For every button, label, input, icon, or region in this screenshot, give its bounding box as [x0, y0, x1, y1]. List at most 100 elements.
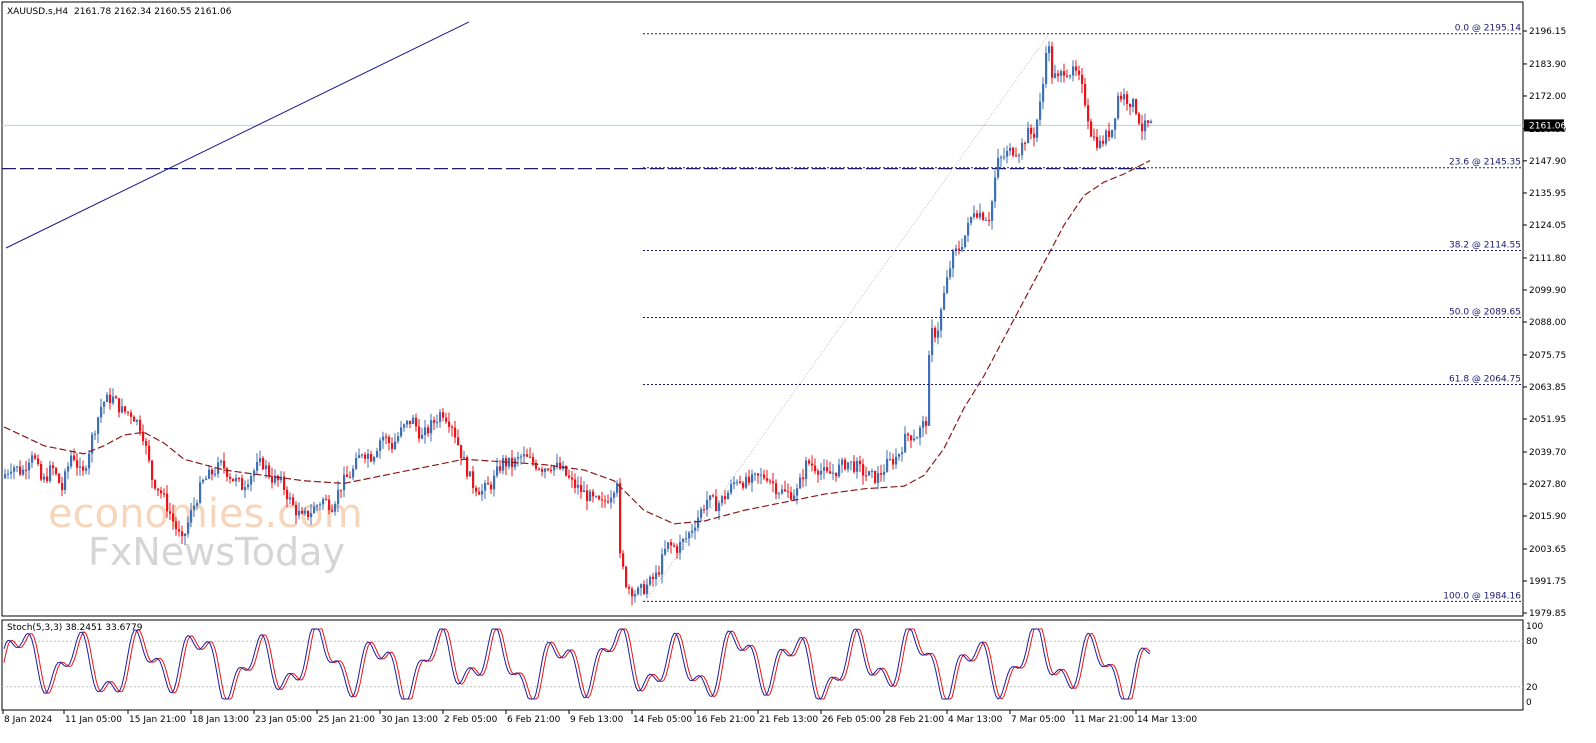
candle [850, 461, 853, 471]
x-tick-label: 26 Feb 05:00 [822, 715, 881, 725]
candle [781, 484, 784, 496]
candle [1015, 147, 1018, 158]
candle [742, 480, 745, 491]
candle [409, 420, 412, 429]
candle [1006, 145, 1009, 164]
candle [1129, 103, 1132, 116]
candle [382, 431, 385, 449]
candle [463, 450, 466, 459]
candle [646, 578, 649, 598]
x-tick-label: 16 Feb 21:00 [696, 715, 755, 725]
stoch-main-line [3, 628, 1151, 700]
candle [661, 548, 664, 584]
x-tick-label: 2 Feb 05:00 [444, 715, 498, 725]
candle [712, 493, 715, 498]
candle [1054, 64, 1057, 79]
candle [823, 459, 826, 480]
candle [1060, 69, 1063, 83]
candle [292, 493, 295, 506]
candle [538, 467, 541, 471]
x-tick-label: 30 Jan 13:00 [381, 715, 438, 725]
candle [985, 216, 988, 221]
candle [397, 432, 400, 444]
candle [1030, 124, 1033, 140]
candle [289, 492, 292, 505]
candle [451, 424, 454, 437]
candle [916, 435, 919, 439]
stoch-label: Stoch(5,3,3) 38.2451 33.6779 [7, 623, 143, 633]
candle [787, 483, 790, 498]
candle [229, 473, 232, 484]
candle [778, 491, 781, 499]
candle [460, 444, 463, 466]
candle [418, 419, 421, 443]
candle [520, 453, 523, 465]
stoch-plot-frame [1, 619, 1524, 711]
candle [94, 430, 97, 441]
candle [547, 467, 550, 472]
candle [946, 269, 949, 295]
candle [634, 590, 637, 603]
candle [856, 457, 859, 479]
candle [790, 486, 793, 501]
symbol-label: XAUUSD.s,H4 2161.78 2162.34 2160.55 2161.… [7, 7, 232, 17]
candle [544, 467, 547, 479]
candle [991, 199, 994, 230]
candle [76, 452, 79, 476]
candle [667, 541, 670, 553]
candle [1132, 97, 1135, 113]
candle [19, 460, 22, 477]
candle [184, 533, 187, 546]
candle [304, 507, 307, 516]
candle [682, 537, 685, 551]
candle [886, 449, 889, 473]
candle [604, 495, 607, 508]
candle [640, 583, 643, 596]
candle [724, 490, 727, 505]
x-tick-label: 18 Jan 13:00 [192, 715, 249, 725]
candle [391, 437, 394, 454]
candle [106, 392, 109, 403]
candle [793, 489, 796, 501]
candle [1048, 41, 1051, 62]
stoch-level-label: 80 [1526, 637, 1538, 647]
candle [1111, 129, 1114, 139]
candle [64, 468, 67, 495]
candle [784, 480, 787, 493]
candle [313, 501, 316, 514]
candle [994, 170, 997, 209]
candle [904, 426, 907, 453]
candle [937, 322, 940, 345]
x-tick-label: 23 Jan 05:00 [255, 715, 312, 725]
candle [40, 460, 43, 482]
candle [1087, 98, 1090, 130]
candle [124, 405, 127, 415]
candle [931, 319, 934, 363]
candle [298, 502, 301, 520]
candle [529, 447, 532, 459]
candle [883, 464, 886, 482]
candle [796, 483, 799, 505]
candle [1039, 92, 1042, 126]
y-tick-label: 2015.90 [1529, 512, 1566, 522]
candle [964, 235, 967, 249]
candle [550, 464, 553, 474]
candle [970, 216, 973, 226]
y-tick-label: 2075.75 [1529, 351, 1566, 361]
candle [79, 457, 82, 476]
candle [943, 286, 946, 311]
candle [1018, 153, 1021, 164]
candle [841, 457, 844, 474]
candle [307, 510, 310, 521]
candle [739, 475, 742, 485]
candle [85, 465, 88, 475]
candle [691, 523, 694, 538]
candle [625, 565, 628, 589]
candle [490, 481, 493, 494]
candle [1027, 121, 1030, 144]
candle [46, 467, 49, 484]
fib-level-label: 100.0 @ 1984.16 [1443, 591, 1521, 601]
stoch-signal-line [3, 628, 1151, 700]
candle [820, 463, 823, 480]
